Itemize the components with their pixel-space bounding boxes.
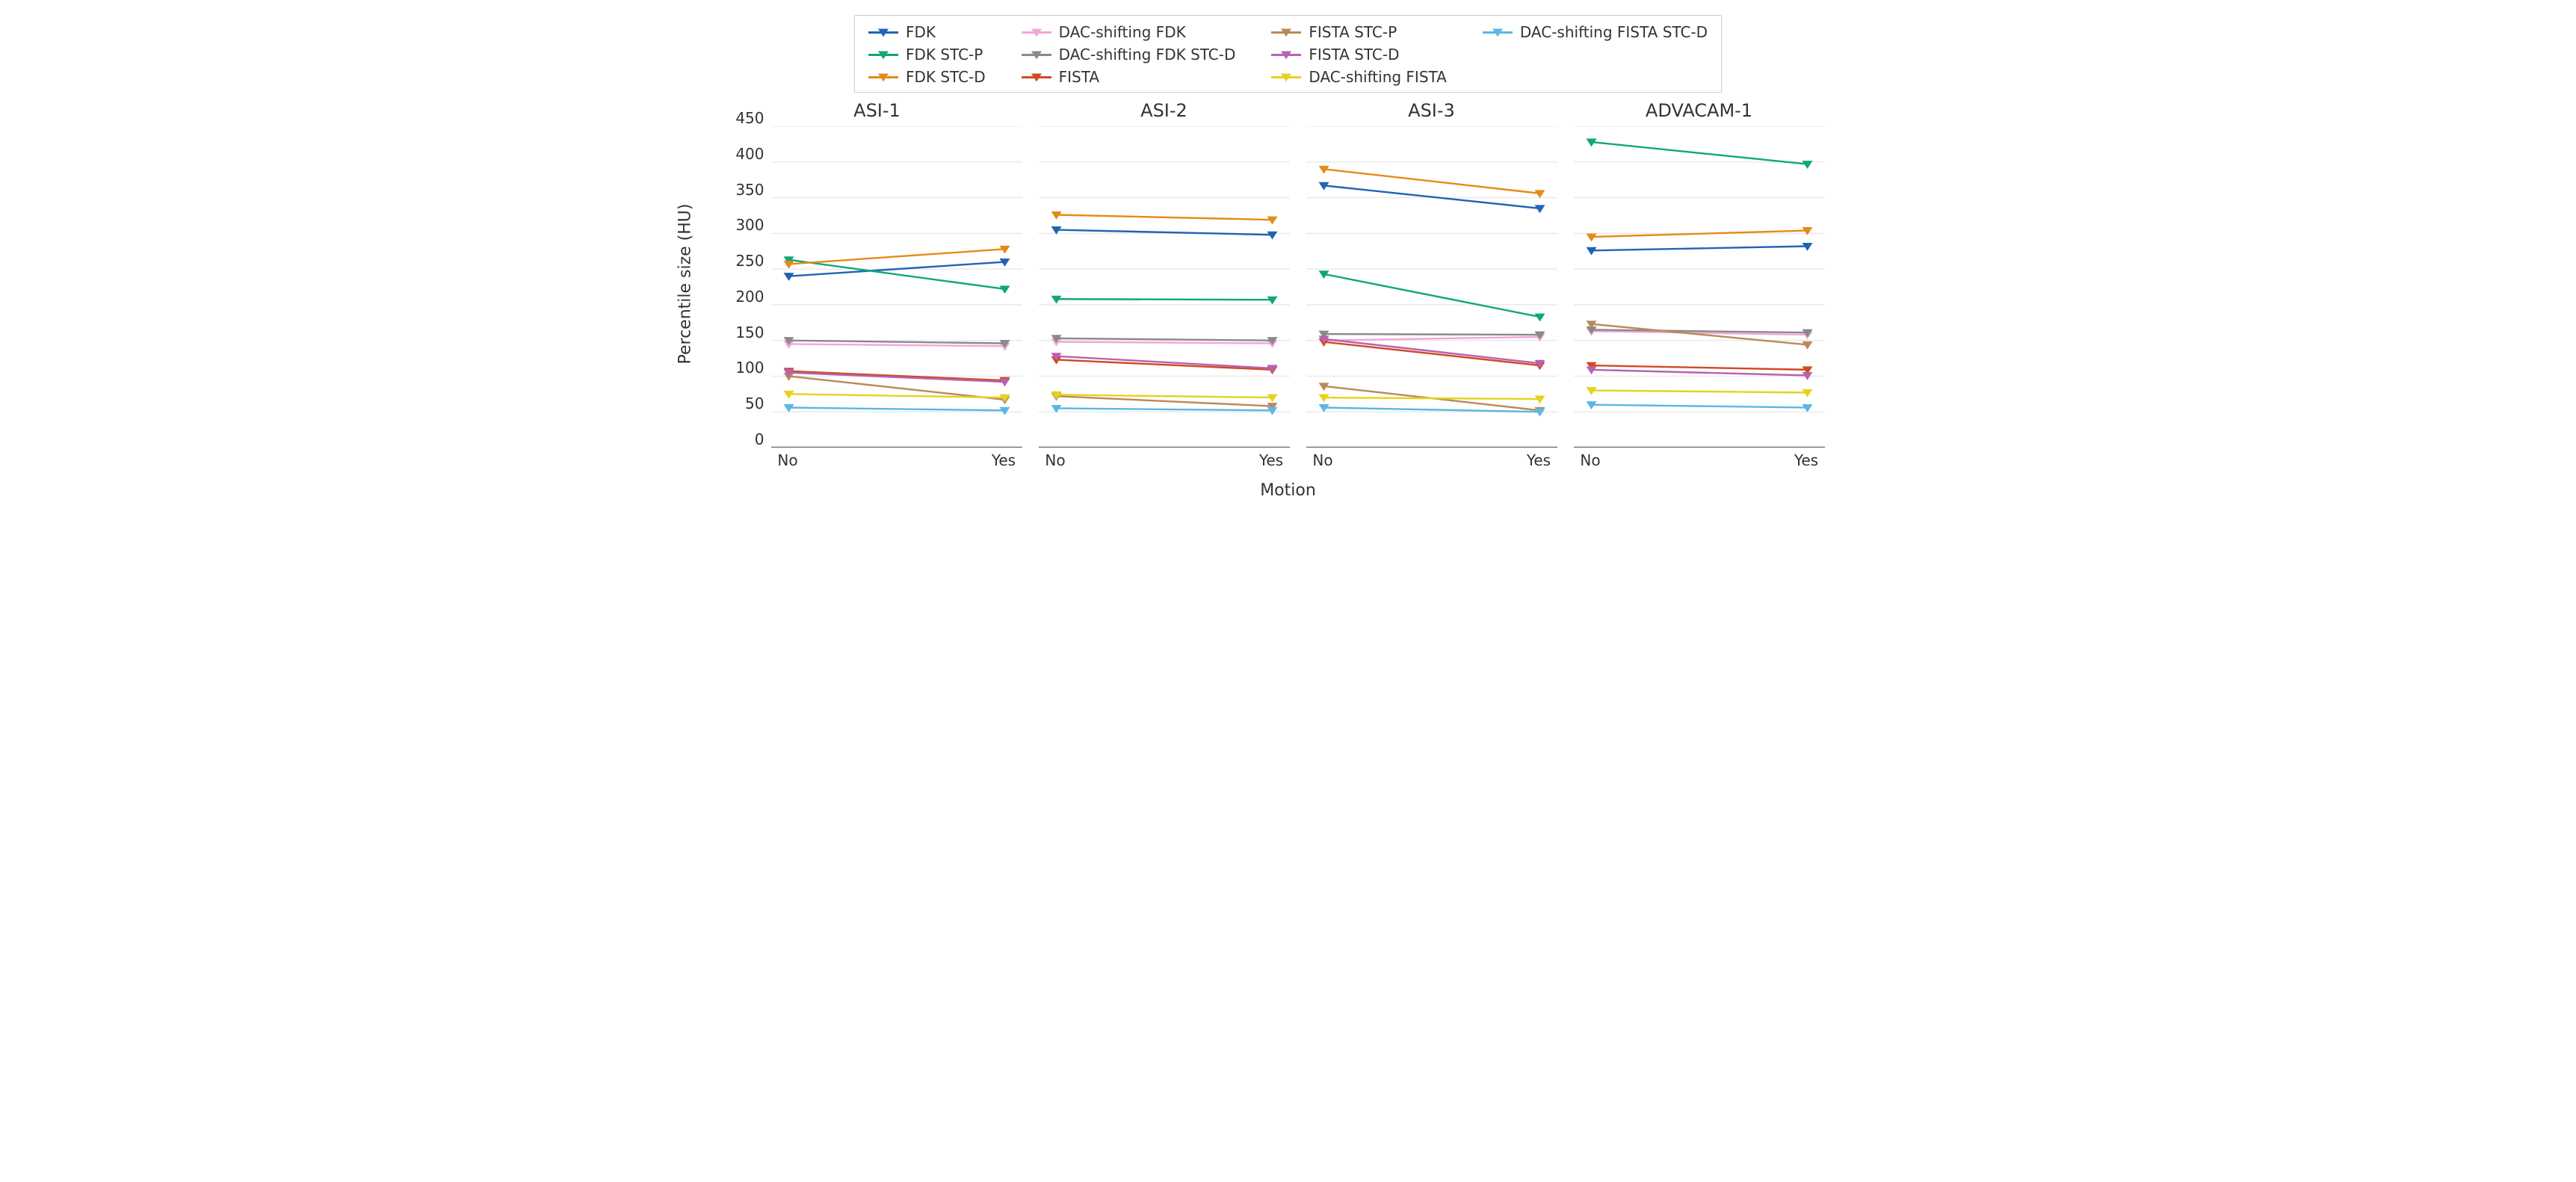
panel: ASI-1Percentile size (HU)450400350300250… (732, 100, 1023, 468)
legend-item: FDK STC-D (868, 68, 986, 86)
legend-item: FISTA STC-D (1271, 46, 1446, 64)
panel: ASI-3 No Yes (1306, 100, 1558, 468)
x-ticks: No Yes (770, 448, 1022, 468)
panel-title: ADVACAM-1 (1573, 100, 1826, 123)
legend-swatch (868, 26, 898, 38)
legend-item: DAC-shifting FDK (1022, 23, 1236, 41)
legend-swatch (1022, 71, 1051, 83)
plot-area (1038, 126, 1291, 448)
x-tick: No (1312, 451, 1332, 469)
panel-title: ASI-3 (1306, 100, 1558, 123)
x-tick: Yes (992, 451, 1016, 469)
x-ticks: No Yes (1306, 448, 1557, 468)
legend-label: FISTA STC-P (1309, 23, 1397, 41)
plot-area (770, 126, 1023, 448)
legend-item: DAC-shifting FISTA (1271, 68, 1446, 86)
x-axis-label: Motion (732, 481, 1845, 500)
legend-swatch (1483, 26, 1513, 38)
legend-label: FISTA STC-D (1309, 46, 1399, 64)
y-axis-label: Percentile size (HU) (676, 204, 694, 365)
panels-row: ASI-1Percentile size (HU)450400350300250… (732, 100, 1845, 468)
legend-item: FDK (868, 23, 986, 41)
panel: ADVACAM-1 No Yes (1573, 100, 1826, 468)
x-tick: No (1580, 451, 1600, 469)
legend-label: FISTA (1059, 68, 1099, 86)
panel-title: ASI-2 (1038, 100, 1291, 123)
panel: ASI-2 No Yes (1038, 100, 1291, 468)
legend-label: DAC-shifting FISTA (1309, 68, 1446, 86)
figure: FDK FDK STC-P FDK STC-D DAC-shif (717, 0, 1860, 522)
legend-label: FDK (906, 23, 936, 41)
legend-item: FDK STC-P (868, 46, 986, 64)
legend-item: DAC-shifting FISTA STC-D (1483, 23, 1708, 41)
panel-title: ASI-1 (732, 100, 1023, 123)
x-tick: Yes (1794, 451, 1818, 469)
legend-item: DAC-shifting FDK STC-D (1022, 46, 1236, 64)
legend-label: FDK STC-D (906, 68, 986, 86)
legend-item: FISTA STC-P (1271, 23, 1446, 41)
legend-label: DAC-shifting FDK (1059, 23, 1186, 41)
legend-item: FISTA (1022, 68, 1236, 86)
legend-swatch (1271, 71, 1301, 83)
legend-swatch (1271, 26, 1301, 38)
legend-swatch (1022, 49, 1051, 61)
x-tick: No (1045, 451, 1065, 469)
legend-label: DAC-shifting FDK STC-D (1059, 46, 1236, 64)
legend-swatch (868, 71, 898, 83)
x-ticks: No Yes (1038, 448, 1289, 468)
plot-area (1573, 126, 1826, 448)
y-ticks: 450400350300250200150100500 (732, 126, 770, 447)
legend-swatch (1271, 49, 1301, 61)
legend-swatch (868, 49, 898, 61)
legend-label: DAC-shifting FISTA STC-D (1520, 23, 1708, 41)
x-tick: Yes (1259, 451, 1283, 469)
x-tick: No (777, 451, 797, 469)
legend-label: FDK STC-P (906, 46, 983, 64)
legend-swatch (1022, 26, 1051, 38)
legend: FDK FDK STC-P FDK STC-D DAC-shif (854, 15, 1722, 93)
x-tick: Yes (1527, 451, 1551, 469)
plot-area (1306, 126, 1558, 448)
x-ticks: No Yes (1573, 448, 1824, 468)
